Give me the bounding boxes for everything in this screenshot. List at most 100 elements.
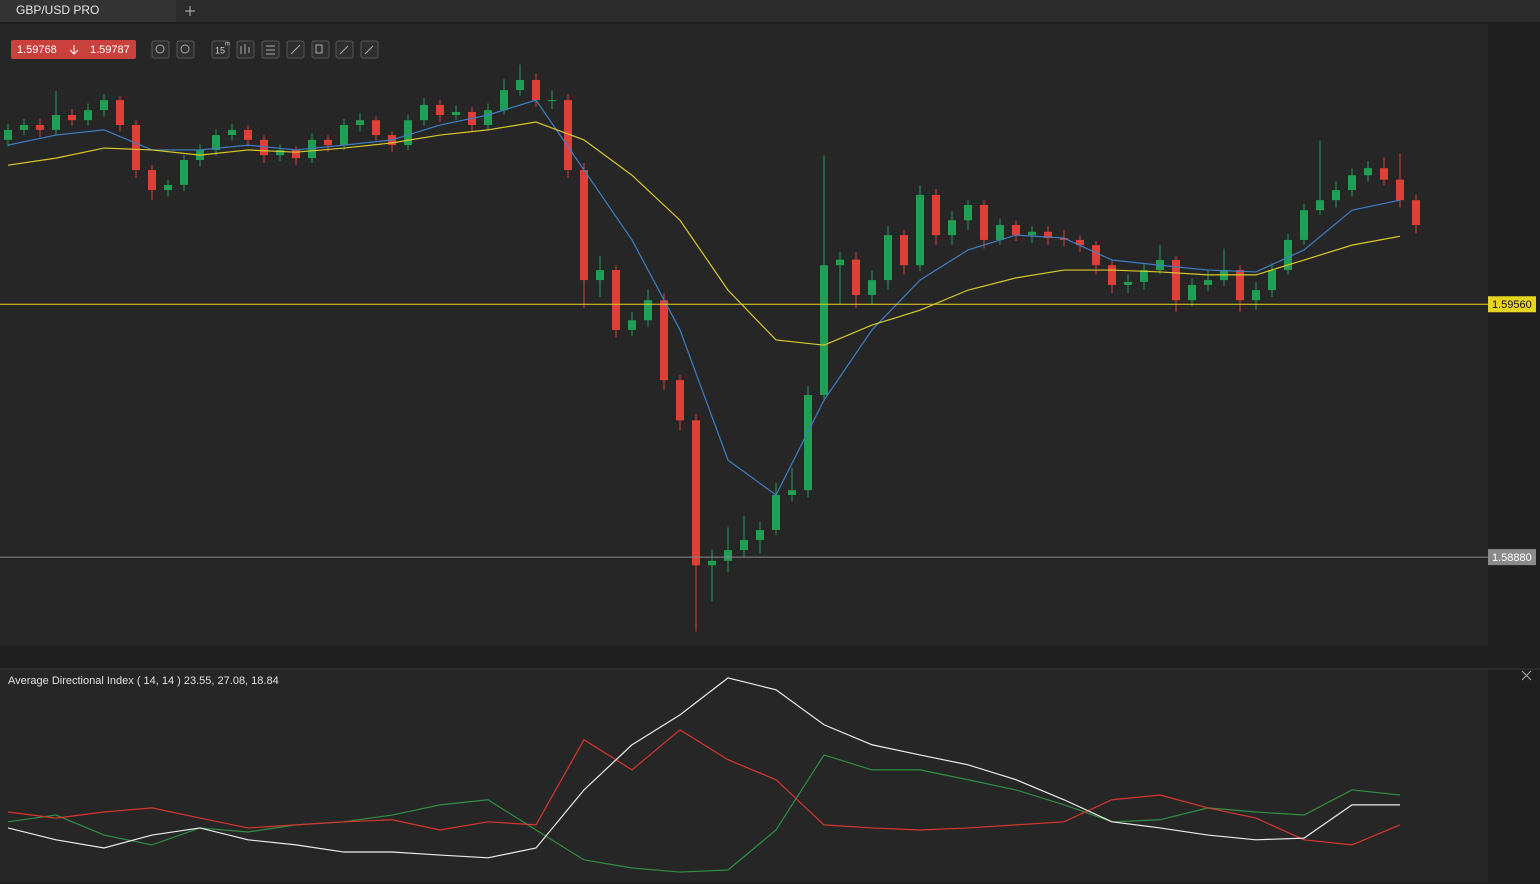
price-line-badge [1488, 296, 1536, 313]
candle-body [1412, 200, 1420, 226]
candle-body [980, 204, 988, 240]
candle-body [596, 270, 604, 281]
candle-body [1076, 239, 1084, 246]
candle-body [180, 159, 188, 185]
candle-body [212, 135, 220, 150]
candle-body [420, 104, 428, 121]
adx-pane [0, 670, 1488, 882]
candle-body [1044, 231, 1052, 239]
candle-body [932, 194, 940, 236]
candle-body [1268, 270, 1276, 291]
tab-title: GBP/USD PRO [16, 3, 99, 17]
candle-body [116, 100, 124, 126]
candle-body [1396, 179, 1404, 201]
candle-body [564, 100, 572, 171]
candle-body [516, 80, 524, 91]
adx-title: Average Directional Index ( 14, 14 ) 23.… [8, 675, 279, 687]
candle-body [1092, 245, 1100, 266]
candle-body [532, 80, 540, 101]
candle-body [788, 490, 796, 496]
candle-body [244, 129, 252, 140]
candle-body [676, 380, 684, 421]
add-tab[interactable] [185, 6, 195, 16]
candle-body [708, 560, 716, 566]
tab-bar [0, 0, 1540, 22]
candle-body [452, 112, 460, 115]
moving-average-line [7, 99, 1401, 496]
close-icon [1521, 670, 1532, 681]
candle-body [580, 170, 588, 281]
interval: 15 [215, 45, 225, 55]
candle-body [884, 235, 892, 281]
price-line-badge [1488, 549, 1536, 566]
labels: 1.59560 1.58880 Average Directional Index … [8, 296, 1536, 687]
candle-body [100, 100, 108, 111]
candle-body [1124, 281, 1132, 285]
price-line-label: 1.59560 [1492, 299, 1532, 311]
candle-body [84, 110, 92, 121]
adx-line [7, 754, 1401, 873]
candle-body [644, 300, 652, 321]
interval-button[interactable] [211, 40, 230, 59]
copy[interactable] [311, 40, 330, 59]
ask-price: 1.59787 [90, 44, 130, 56]
candle-body [340, 125, 348, 146]
candle-body [1348, 175, 1356, 191]
candle-body [436, 104, 444, 115]
candle-body [772, 495, 780, 530]
candle-body [964, 204, 972, 221]
candle-body [164, 184, 172, 191]
candle-body [68, 114, 76, 121]
candle-body [404, 120, 412, 146]
tab[interactable] [0, 0, 176, 22]
candle-body [756, 529, 764, 541]
candle-body [308, 139, 316, 159]
candle-body [1188, 284, 1196, 301]
candle-body [836, 259, 844, 266]
candle-body [1012, 225, 1020, 236]
zoom-out[interactable] [151, 40, 170, 59]
candle-body [260, 139, 268, 156]
zoom-in-icon [180, 44, 190, 54]
down-arrow [69, 45, 79, 55]
candle-body [548, 100, 556, 102]
candle-body [1236, 270, 1244, 301]
candle-body [948, 220, 956, 236]
candle-body [372, 120, 380, 136]
candle-body [1140, 270, 1148, 282]
candle-body [500, 90, 508, 111]
candle-body [292, 149, 300, 159]
candle-body [724, 550, 732, 561]
candle-body [4, 129, 12, 140]
candle-body [820, 265, 828, 395]
candle-body [324, 139, 332, 146]
candle-body [132, 125, 140, 171]
candle-body [1364, 168, 1372, 176]
candle-body [1028, 231, 1036, 236]
price-line-label: 1.58880 [1492, 552, 1532, 564]
candle-body [36, 125, 44, 130]
candle-body [1316, 200, 1324, 211]
candle-body [740, 540, 748, 551]
zoom-in[interactable] [176, 40, 195, 59]
candle-body [148, 170, 156, 191]
marks [0, 64, 1488, 873]
candle-body [228, 129, 236, 136]
candle-body [1380, 168, 1388, 180]
candle-body [868, 280, 876, 295]
adx-line [7, 729, 1401, 846]
close-pane[interactable] [1521, 670, 1532, 681]
candle-body [692, 420, 700, 566]
candle-body [1284, 239, 1292, 271]
candle-body [52, 114, 60, 130]
candle-body [20, 125, 28, 130]
bid-price: 1.59768 [17, 44, 57, 56]
candle-body [1300, 210, 1308, 240]
candle-body [1060, 238, 1068, 240]
candle-body [660, 300, 668, 381]
candle-body [1108, 265, 1116, 285]
candle-body [804, 394, 812, 491]
candle-body [1172, 260, 1180, 301]
candle-body [900, 235, 908, 266]
